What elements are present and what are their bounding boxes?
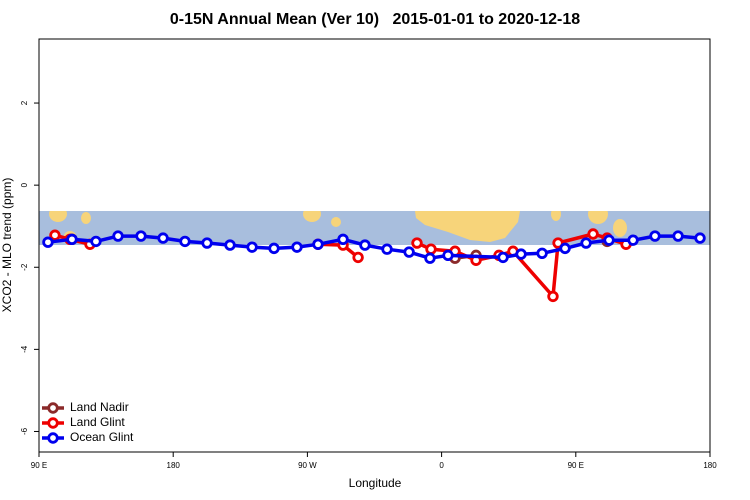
y-tick-label: 0 <box>20 182 29 187</box>
data-point <box>337 233 349 246</box>
y-tick-label: 2 <box>20 100 29 105</box>
data-point <box>246 241 258 253</box>
data-point <box>312 238 324 250</box>
plot-frame <box>38 38 711 453</box>
x-tick-label: 90 E <box>568 461 584 470</box>
data-point <box>411 237 423 249</box>
legend-label: Land Glint <box>70 415 125 429</box>
x-tick-label: 0 <box>439 461 444 470</box>
y-tick-label: -4 <box>20 345 29 353</box>
data-point <box>536 247 548 260</box>
x-axis-label: Longitude <box>349 476 402 490</box>
data-point <box>352 251 364 264</box>
y-tick-label: -6 <box>20 427 29 435</box>
data-point <box>135 230 147 242</box>
data-point <box>403 246 415 258</box>
data-point <box>587 228 599 240</box>
legend-marker <box>47 417 59 429</box>
data-point <box>381 243 393 255</box>
data-point <box>552 237 564 249</box>
legend-label: Ocean Glint <box>70 430 134 444</box>
data-point <box>694 232 706 244</box>
x-tick-label: 180 <box>167 461 181 470</box>
data-point <box>442 249 454 262</box>
data-point <box>224 239 236 251</box>
data-point <box>90 235 102 248</box>
data-point <box>201 237 213 249</box>
data-point <box>547 290 559 303</box>
data-point <box>649 230 661 242</box>
data-point <box>627 234 639 246</box>
data-point <box>559 242 571 255</box>
data-point <box>424 252 436 264</box>
data-point <box>42 236 54 248</box>
data-point <box>672 230 684 242</box>
x-tick-label: 90 E <box>31 461 47 470</box>
x-tick-label: 90 W <box>298 461 317 470</box>
data-point <box>291 241 303 253</box>
legend-marker <box>47 402 59 414</box>
data-point <box>359 239 371 251</box>
chart-title: 0-15N Annual Mean (Ver 10) 2015-01-01 to… <box>170 11 580 28</box>
data-point <box>179 235 191 248</box>
legend-label: Land Nadir <box>70 400 129 414</box>
data-point <box>497 251 509 264</box>
data-point <box>425 243 437 255</box>
data-point <box>49 229 61 241</box>
legend-marker <box>47 432 59 444</box>
x-tick-label: 180 <box>703 461 717 470</box>
data-point <box>603 234 615 246</box>
data-point <box>580 237 592 249</box>
y-axis-label: XCO2 - MLO trend (ppm) <box>0 178 14 313</box>
data-point <box>112 230 124 242</box>
y-tick-label: -2 <box>20 263 29 271</box>
data-point <box>268 242 280 255</box>
data-point <box>515 248 527 260</box>
map-strip <box>39 211 710 245</box>
data-point <box>157 232 169 244</box>
data-point <box>66 233 78 246</box>
